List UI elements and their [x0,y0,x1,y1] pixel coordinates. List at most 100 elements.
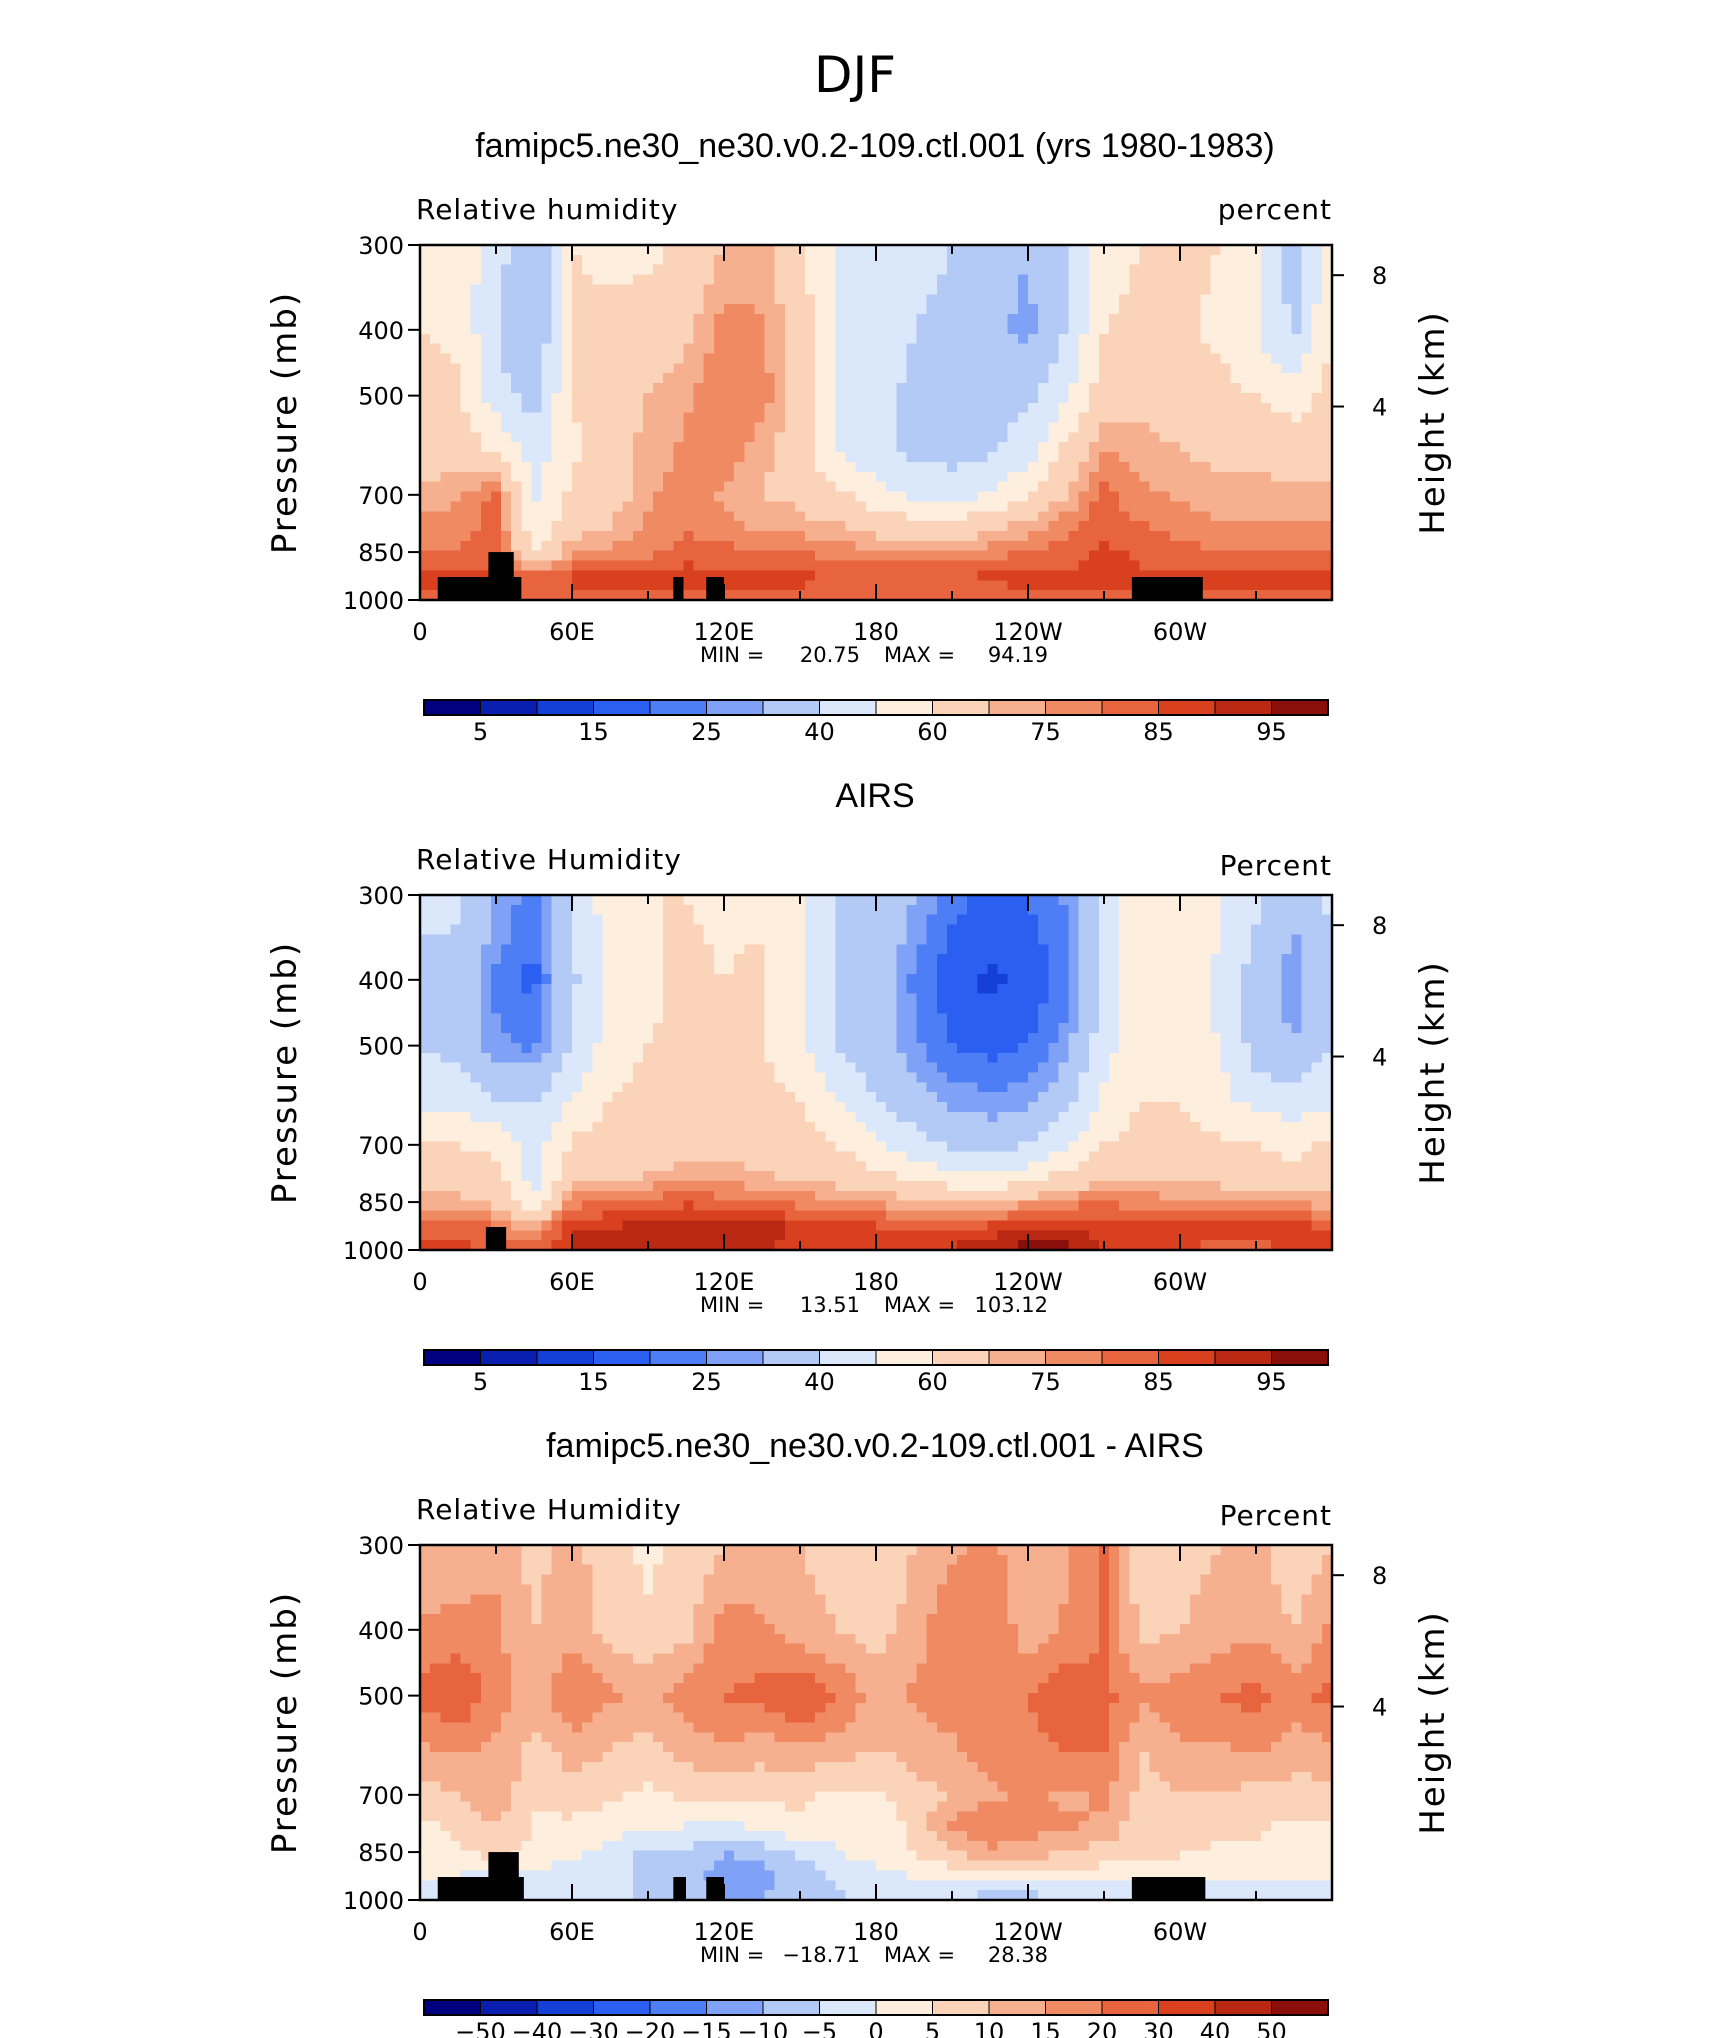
heatmap-cell [1048,944,1059,955]
heatmap-cell [957,895,968,906]
heatmap-cell [551,452,563,463]
heatmap-cell [683,432,695,443]
heatmap-cell [602,392,614,404]
heatmap-cell [1301,924,1313,936]
heatmap-cell [855,550,867,562]
heatmap-cell [1271,383,1282,394]
heatmap-cell [511,254,522,266]
heatmap-cell [653,412,664,424]
heatmap-cell [1301,274,1313,286]
heatmap-cell [1028,333,1039,345]
heatmap-cell [490,954,502,965]
heatmap-cell [916,461,928,473]
heatmap-cell [440,284,451,295]
heatmap-cell [1301,530,1313,542]
heatmap-cell [1028,471,1039,483]
heatmap-cell [876,1052,887,1064]
heatmap-cell [683,392,695,404]
heatmap-cell [480,570,492,581]
heatmap-cell [1271,954,1282,965]
heatmap-cell [521,461,533,473]
heatmap-cell [460,274,472,286]
heatmap-cell [541,353,553,364]
heatmap-cell [521,294,533,305]
heatmap-cell [1159,934,1171,945]
heatmap-cell [693,570,705,581]
heatmap-cell [1261,570,1272,581]
heatmap-cell [977,983,989,995]
heatmap-cell [1048,1033,1059,1044]
heatmap-cell [1261,1062,1272,1074]
heatmap-cell [886,412,897,424]
heatmap-cell [1098,1062,1110,1074]
heatmap-cell [896,294,907,305]
heatmap-cell [450,570,462,581]
heatmap-cell [997,471,1009,483]
heatmap-cell [713,333,725,345]
heatmap-cell [754,383,766,394]
heatmap-cell [430,540,441,552]
heatmap-cell [1220,964,1232,975]
heatmap-cell [1301,983,1313,995]
heatmap-cell [521,540,533,552]
heatmap-cell [774,1033,786,1044]
heatmap-cell [572,333,583,345]
heatmap-cell [734,501,745,512]
heatmap-cell [936,432,948,443]
heatmap-cell [754,1042,766,1054]
heatmap-cell [987,373,999,384]
heatmap-cell [734,1072,745,1083]
heatmap-cell [855,570,867,581]
heatmap-cell [784,550,796,562]
heatmap-cell [1301,304,1313,315]
heatmap-cell [511,373,522,384]
colorbar-swatch [536,699,594,716]
heatmap-cell [561,333,573,345]
heatmap-cell [1311,1062,1323,1074]
heatmap-cell [683,264,695,276]
heatmap-cell [521,363,533,374]
heatmap-cell [734,993,745,1005]
heatmap-cell [480,343,492,355]
heatmap-cell [1190,530,1201,542]
heatmap-cell [653,333,664,345]
heatmap-cell [926,314,938,325]
heatmap-cell [703,1072,715,1083]
heatmap-cell [896,353,907,364]
heatmap-cell [1058,353,1070,364]
heatmap-cell [632,343,644,355]
heatmap-cell [1169,924,1181,936]
heatmap-cell [683,501,695,512]
heatmap-cell [703,1062,715,1074]
heatmap-cell [460,1042,472,1054]
heatmap-cell [835,442,847,453]
heatmap-cell [470,964,482,975]
heatmap-cell [612,264,624,276]
heatmap-cell [642,432,654,443]
heatmap-cell [896,314,907,325]
heatmap-cell [1281,570,1293,581]
heatmap-cell [1321,590,1333,601]
heatmap-cell [1180,521,1191,532]
heatmap-cell [430,914,441,926]
heatmap-cell [673,442,685,453]
heatmap-cell [744,904,755,916]
heatmap-cell [946,1062,958,1074]
heatmap-cell [754,934,766,945]
heatmap-cell [1098,461,1110,473]
heatmap-cell [1048,1003,1059,1014]
heatmap-cell [1048,914,1059,926]
heatmap-cell [1078,314,1090,325]
heatmap-cell [561,934,573,945]
heatmap-cell [1230,904,1242,916]
y-tick-label: 700 [358,482,404,510]
heatmap-cell [1007,383,1019,394]
heatmap-cell [1017,461,1029,473]
heatmap-cell [1149,914,1161,926]
heatmap-cell [561,1062,573,1074]
heatmap-cell [1271,333,1282,345]
heatmap-cell [1200,895,1211,906]
heatmap-cell [825,954,837,965]
heatmap-cell [926,983,938,995]
heatmap-cell [724,402,735,414]
